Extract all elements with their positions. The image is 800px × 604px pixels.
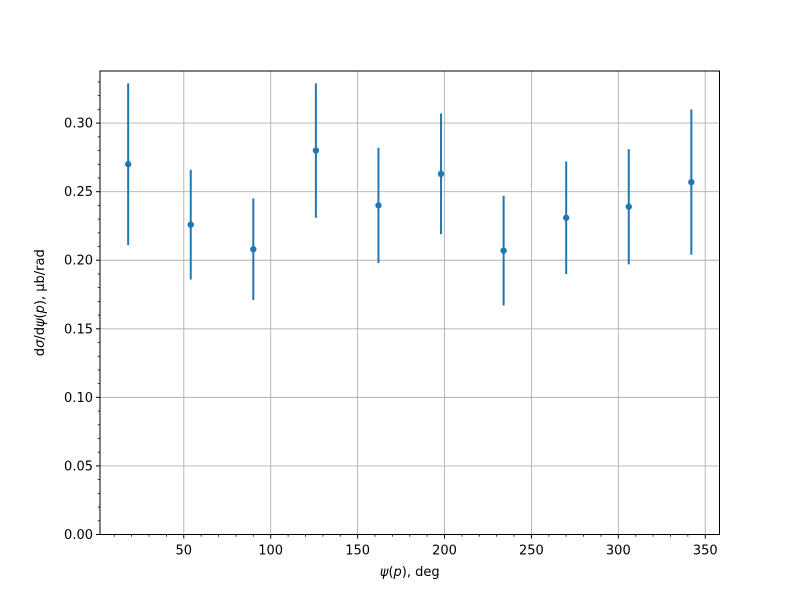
x-tick-label: 100 (258, 544, 283, 559)
y-tick-label: 0.20 (64, 254, 93, 269)
data-point-marker (250, 246, 257, 253)
data-point-marker (437, 170, 445, 178)
y-tick-label: 0.15 (64, 322, 93, 337)
plot-border (99, 70, 720, 535)
data-point-marker (625, 203, 632, 210)
data-point-marker (124, 161, 132, 168)
axis-ticks (96, 81, 706, 539)
x-axis-label: ψ(p), deg (380, 565, 440, 580)
data-point-marker (375, 202, 382, 209)
tick-labels: 50 100 150 200 250 300 350 0.00 0.05 0.10 0.15 0.20… (64, 117, 718, 559)
data-point-marker (312, 147, 320, 154)
y-tick-label: 0.30 (64, 117, 93, 132)
x-tick-label: 350 (693, 544, 718, 559)
y-tick-label: 0.05 (64, 459, 93, 474)
gridlines (100, 71, 720, 535)
data-point-marker (500, 247, 507, 254)
y-tick-label: 0.25 (64, 185, 93, 200)
x-tick-label: 300 (606, 544, 631, 559)
y-tick-label: 0.10 (64, 391, 93, 406)
data-point-marker (187, 221, 194, 228)
x-tick-label: 50 (176, 544, 193, 559)
data-series (124, 83, 695, 306)
x-tick-label: 150 (345, 544, 370, 559)
data-point-marker (562, 214, 570, 221)
y-axis-label: dσ/dψ(p), μb/rad (33, 249, 48, 356)
x-tick-label: 250 (519, 544, 544, 559)
y-tick-label: 0.00 (64, 528, 93, 543)
data-point-marker (688, 178, 695, 186)
x-tick-label: 200 (432, 544, 457, 559)
